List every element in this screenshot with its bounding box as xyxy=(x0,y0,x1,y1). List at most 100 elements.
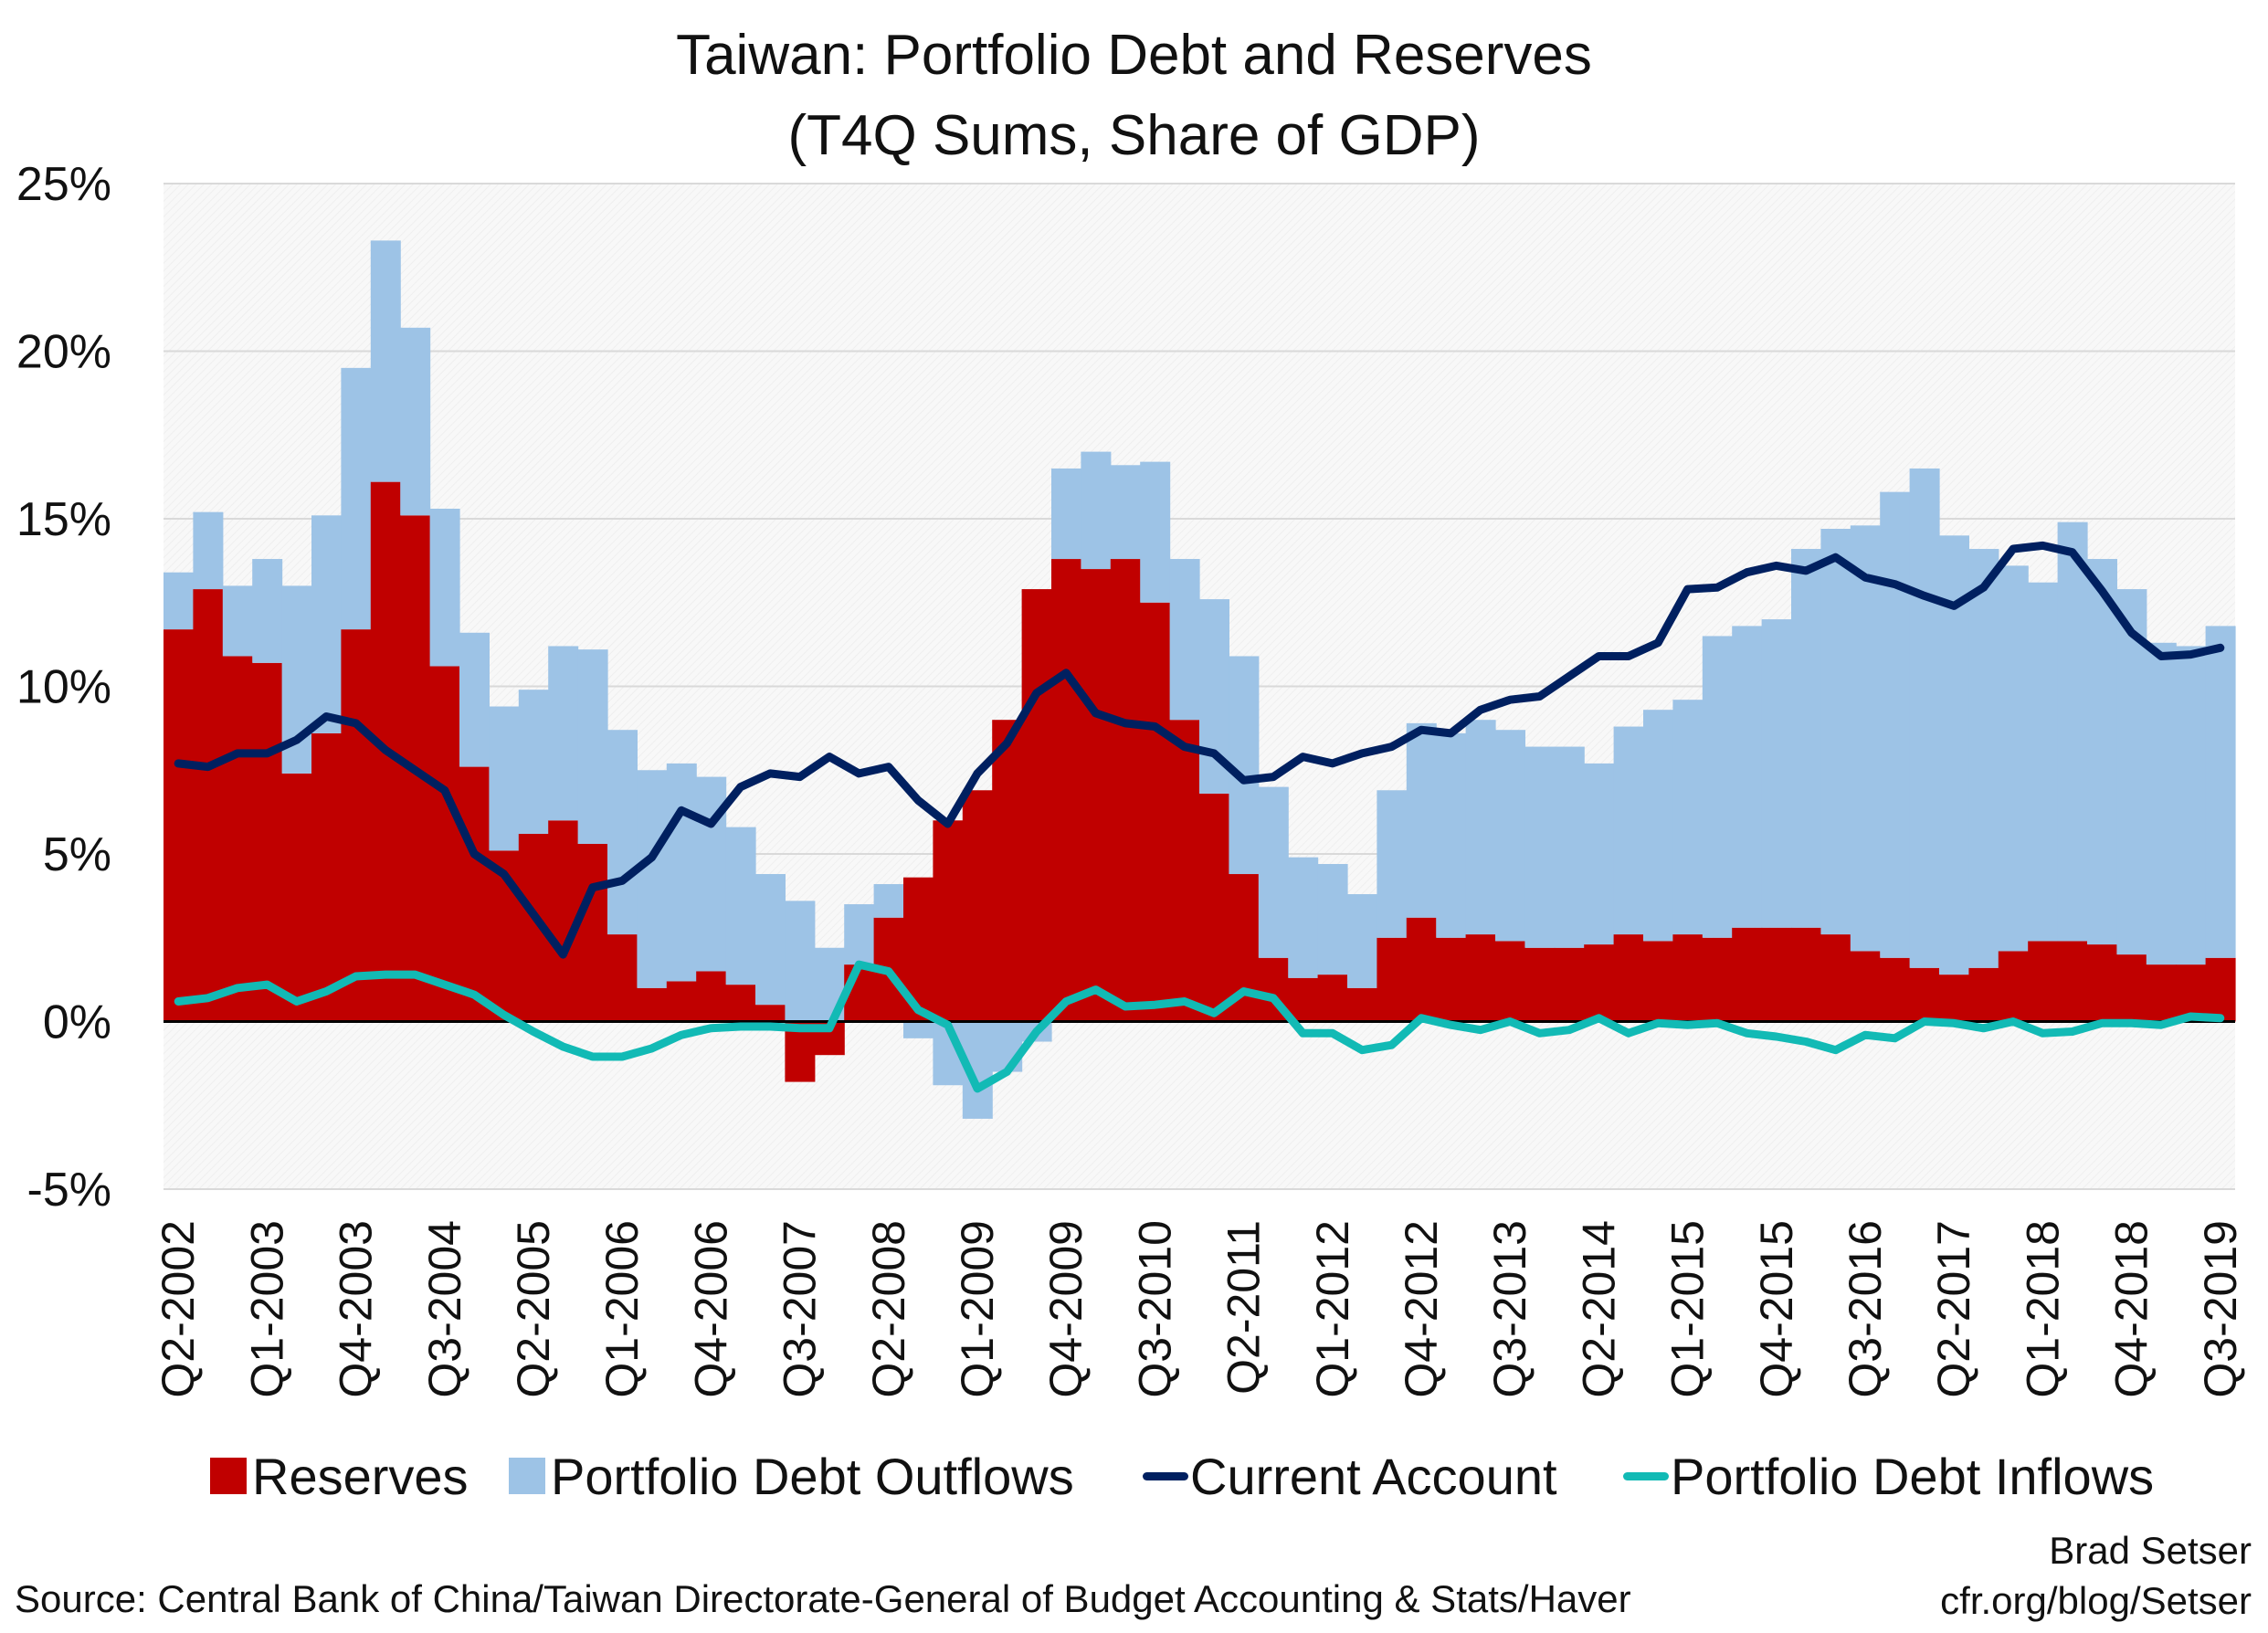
bar-reserves xyxy=(1998,951,2029,1022)
legend-item-reserves: Reserves xyxy=(210,1447,469,1505)
bar-reserves xyxy=(2146,964,2177,1022)
bar-portfolio-debt-outflows xyxy=(755,874,786,1006)
bar-portfolio-debt-outflows xyxy=(1880,491,1911,958)
bar-reserves xyxy=(252,662,283,1022)
bar-portfolio-debt-outflows xyxy=(400,327,431,516)
x-tick-label: Q2-2011 xyxy=(1218,1220,1270,1395)
line-current-account xyxy=(174,541,2225,959)
bar-reserves xyxy=(193,589,224,1022)
bar-reserves xyxy=(2176,964,2207,1022)
bar-reserves xyxy=(577,843,608,1022)
bar-portfolio-debt-outflows xyxy=(1584,763,1615,945)
bar-reserves xyxy=(962,790,993,1022)
author-credit: Brad Setser xyxy=(2049,1529,2252,1572)
bar-reserves xyxy=(1169,720,1200,1022)
y-tick-label: -5% xyxy=(27,1164,111,1217)
bar-portfolio-debt-outflows xyxy=(1732,626,1763,928)
bar-portfolio-debt-outflows xyxy=(1495,730,1525,942)
bar-reserves xyxy=(2205,957,2236,1022)
bar-reserves xyxy=(992,720,1023,1022)
bar-portfolio-debt-outflows xyxy=(459,632,490,767)
bar-reserves xyxy=(1643,941,1673,1022)
bar-reserves xyxy=(1288,977,1319,1022)
bar-reserves xyxy=(1672,934,1704,1022)
source-note: Source: Central Bank of China/Taiwan Dir… xyxy=(15,1577,1631,1620)
bar-portfolio-debt-outflows xyxy=(1820,529,1851,935)
bar-reserves xyxy=(1406,917,1437,1022)
x-tick-label: Q3-2004 xyxy=(419,1220,470,1398)
x-tick-label: Q4-2006 xyxy=(685,1220,736,1398)
bar-reserves xyxy=(1051,559,1081,1022)
bar-reserves xyxy=(755,1005,786,1022)
bar-portfolio-debt-outflows xyxy=(2028,582,2059,942)
bar-portfolio-debt-outflows xyxy=(725,827,756,985)
bar-reserves xyxy=(459,766,490,1022)
x-tick-label: Q4-2009 xyxy=(1040,1220,1092,1398)
y-tick-label: 0% xyxy=(43,996,111,1049)
bar-reserves xyxy=(1465,934,1496,1022)
bar-portfolio-debt-outflows xyxy=(2146,642,2177,965)
bar-portfolio-debt-outflows xyxy=(637,770,668,988)
bar-reserves xyxy=(1377,937,1408,1022)
x-tick-label: Q4-2018 xyxy=(2106,1220,2157,1398)
bar-portfolio-debt-outflows xyxy=(1140,461,1171,603)
bar-portfolio-debt-outflows xyxy=(903,1021,934,1038)
legend-swatch-current-account xyxy=(1143,1471,1188,1480)
bar-reserves xyxy=(1110,559,1141,1022)
bar-reserves xyxy=(1317,975,1348,1022)
bar-portfolio-debt-outflows xyxy=(1613,726,1644,935)
bar-reserves xyxy=(164,629,194,1022)
bar-reserves xyxy=(1347,987,1377,1022)
bar-reserves xyxy=(1081,569,1112,1022)
y-tick-label: 25% xyxy=(16,158,111,211)
bar-reserves xyxy=(725,985,756,1022)
bar-reserves xyxy=(281,773,312,1022)
bar-portfolio-debt-outflows xyxy=(489,706,520,851)
y-tick-label: 15% xyxy=(16,493,111,546)
bar-reserves xyxy=(311,732,342,1022)
x-tick-label: Q3-2019 xyxy=(2195,1220,2246,1398)
bar-portfolio-debt-outflows xyxy=(1288,857,1319,978)
chart-subtitle: (T4Q Sums, Share of GDP) xyxy=(787,104,1481,167)
bar-portfolio-debt-outflows xyxy=(1347,894,1377,988)
bar-reserves xyxy=(1968,967,1999,1022)
x-tick-label: Q2-2002 xyxy=(153,1220,204,1398)
x-tick-label: Q1-2012 xyxy=(1307,1220,1358,1398)
bar-reserves xyxy=(1820,934,1851,1022)
bar-portfolio-debt-outflows xyxy=(370,240,401,482)
bar-portfolio-debt-outflows xyxy=(2176,646,2207,965)
x-tick-label: Q4-2012 xyxy=(1396,1220,1447,1398)
x-tick-label: Q3-2007 xyxy=(775,1220,826,1398)
bar-portfolio-debt-outflows xyxy=(1761,619,1792,928)
bar-portfolio-debt-outflows xyxy=(1377,790,1408,938)
bar-portfolio-debt-outflows xyxy=(1229,656,1260,875)
bar-reserves xyxy=(1850,951,1881,1022)
bar-portfolio-debt-outflows xyxy=(1436,732,1467,938)
bar-portfolio-debt-outflows xyxy=(1465,720,1496,935)
legend-label-reserves: Reserves xyxy=(252,1447,469,1505)
bar-reserves xyxy=(666,981,697,1022)
bar-portfolio-debt-outflows xyxy=(1672,700,1704,935)
bar-portfolio-debt-outflows xyxy=(429,508,460,667)
bar-reserves xyxy=(1613,934,1644,1022)
bar-reserves xyxy=(637,987,668,1022)
bar-reserves xyxy=(1584,944,1615,1022)
bar-reserves xyxy=(2057,941,2088,1022)
bar-portfolio-debt-outflows xyxy=(1051,468,1081,560)
bar-portfolio-debt-outflows xyxy=(1850,525,1881,952)
bar-portfolio-debt-outflows xyxy=(341,367,372,630)
bar-portfolio-debt-outflows xyxy=(2057,522,2088,942)
bar-portfolio-debt-outflows xyxy=(1169,559,1200,721)
x-tick-label: Q1-2006 xyxy=(596,1220,648,1398)
bar-reserves xyxy=(1939,975,1969,1022)
bar-portfolio-debt-outflows xyxy=(785,901,816,1022)
bar-portfolio-debt-outflows xyxy=(1909,468,1940,968)
bar-portfolio-debt-outflows xyxy=(164,572,194,630)
bar-portfolio-debt-outflows xyxy=(1702,636,1733,938)
bar-portfolio-debt-outflows xyxy=(992,1021,1023,1072)
legend-label-outflows: Portfolio Debt Outflows xyxy=(551,1447,1074,1505)
y-tick-label: 5% xyxy=(43,828,111,881)
bar-reserves xyxy=(2116,954,2147,1022)
bar-portfolio-debt-outflows xyxy=(844,904,875,965)
x-tick-label: Q4-2003 xyxy=(331,1220,382,1398)
